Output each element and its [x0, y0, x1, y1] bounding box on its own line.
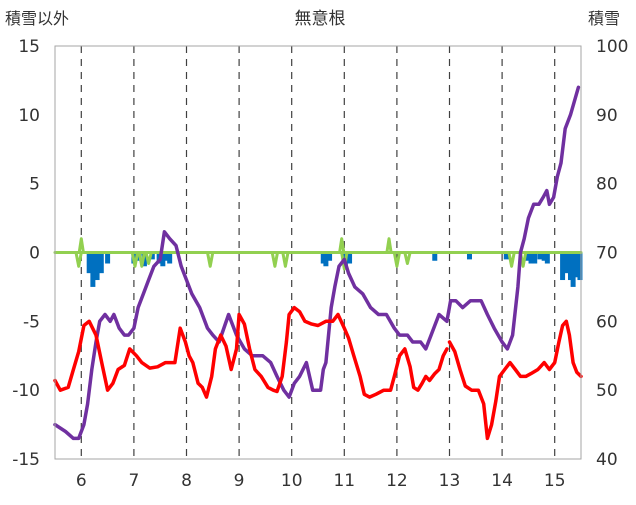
- y-right-tick-label: 50: [596, 381, 618, 401]
- precip-bar: [574, 252, 580, 278]
- green-dip: [270, 251, 279, 268]
- series-line-temperature_2: [447, 319, 583, 441]
- green-peak: [338, 237, 346, 254]
- precip-bar: [528, 252, 534, 264]
- precip-bar: [432, 252, 438, 261]
- green-peak: [77, 237, 85, 254]
- precip-bar: [160, 252, 166, 267]
- green-dip: [281, 251, 290, 268]
- x-tick-label: 13: [439, 471, 461, 491]
- green-dip: [340, 251, 349, 271]
- precip-bar: [323, 252, 329, 267]
- y-right-tick-label: 80: [596, 175, 618, 195]
- y-right-tick-label: 70: [596, 244, 618, 264]
- precip-bar: [105, 252, 111, 264]
- left-axis-title: 積雪以外: [5, 9, 69, 28]
- y-left-tick-label: 0: [29, 244, 40, 264]
- y-left-tick-label: -10: [12, 381, 40, 401]
- precip-bar: [567, 252, 573, 281]
- x-tick-label: 7: [128, 471, 139, 491]
- x-tick-label: 9: [234, 471, 245, 491]
- y-right-tick-label: 100: [596, 37, 628, 57]
- series-line-temperature: [53, 305, 449, 399]
- x-tick-label: 10: [281, 471, 303, 491]
- green-dip: [130, 251, 140, 268]
- x-tick-label: 12: [386, 471, 408, 491]
- precip-bar: [570, 252, 576, 287]
- precip-bar: [537, 252, 543, 260]
- precip-bar: [544, 252, 550, 264]
- y-left-tick-label: 10: [18, 106, 40, 126]
- precip-bar: [347, 252, 353, 264]
- green-dip: [144, 251, 153, 265]
- precip-bar: [149, 252, 155, 260]
- precip-bar: [98, 252, 104, 274]
- precip-bar: [524, 252, 530, 261]
- green-dip: [403, 251, 412, 265]
- precip-bar: [532, 252, 538, 264]
- precip-bar: [503, 252, 509, 260]
- y-right-tick-label: 60: [596, 312, 618, 332]
- precip-bar: [94, 252, 100, 281]
- y-left-tick-label: 15: [18, 37, 40, 57]
- green-peak: [385, 237, 393, 254]
- y-right-tick-label: 90: [596, 106, 618, 126]
- precip-bar: [320, 252, 326, 264]
- green-dip: [74, 251, 83, 268]
- y-left-tick-label: -15: [12, 450, 40, 470]
- precip-bar: [86, 252, 92, 274]
- precip-bar: [560, 252, 566, 281]
- y-left-tick-label: -5: [23, 312, 40, 332]
- y-right-tick-label: 40: [596, 450, 618, 470]
- chart-title: 無意根: [295, 9, 346, 29]
- precip-bar: [577, 252, 583, 281]
- green-dip: [392, 251, 401, 268]
- x-tick-label: 15: [544, 471, 566, 491]
- precipitation-bars: [86, 252, 583, 287]
- x-tick-label: 8: [181, 471, 192, 491]
- right-axis-title: 積雪: [588, 9, 620, 28]
- precip-bar: [162, 252, 168, 261]
- x-tick-label: 11: [333, 471, 355, 491]
- precip-bar: [327, 252, 333, 261]
- green-dip: [507, 251, 516, 268]
- x-tick-label: 14: [491, 471, 513, 491]
- precip-bar: [563, 252, 569, 274]
- precip-bar: [541, 252, 547, 261]
- y-left-tick-label: 5: [29, 175, 40, 195]
- green-dip: [137, 251, 146, 268]
- plot-border: [54, 45, 582, 460]
- series-line-snow_depth: [53, 85, 581, 441]
- precip-bar: [90, 252, 96, 287]
- precip-bar: [167, 252, 173, 264]
- series-lines: [53, 85, 583, 441]
- green-dip: [206, 251, 215, 268]
- precip-bar: [466, 252, 472, 260]
- x-tick-label: 6: [76, 471, 87, 491]
